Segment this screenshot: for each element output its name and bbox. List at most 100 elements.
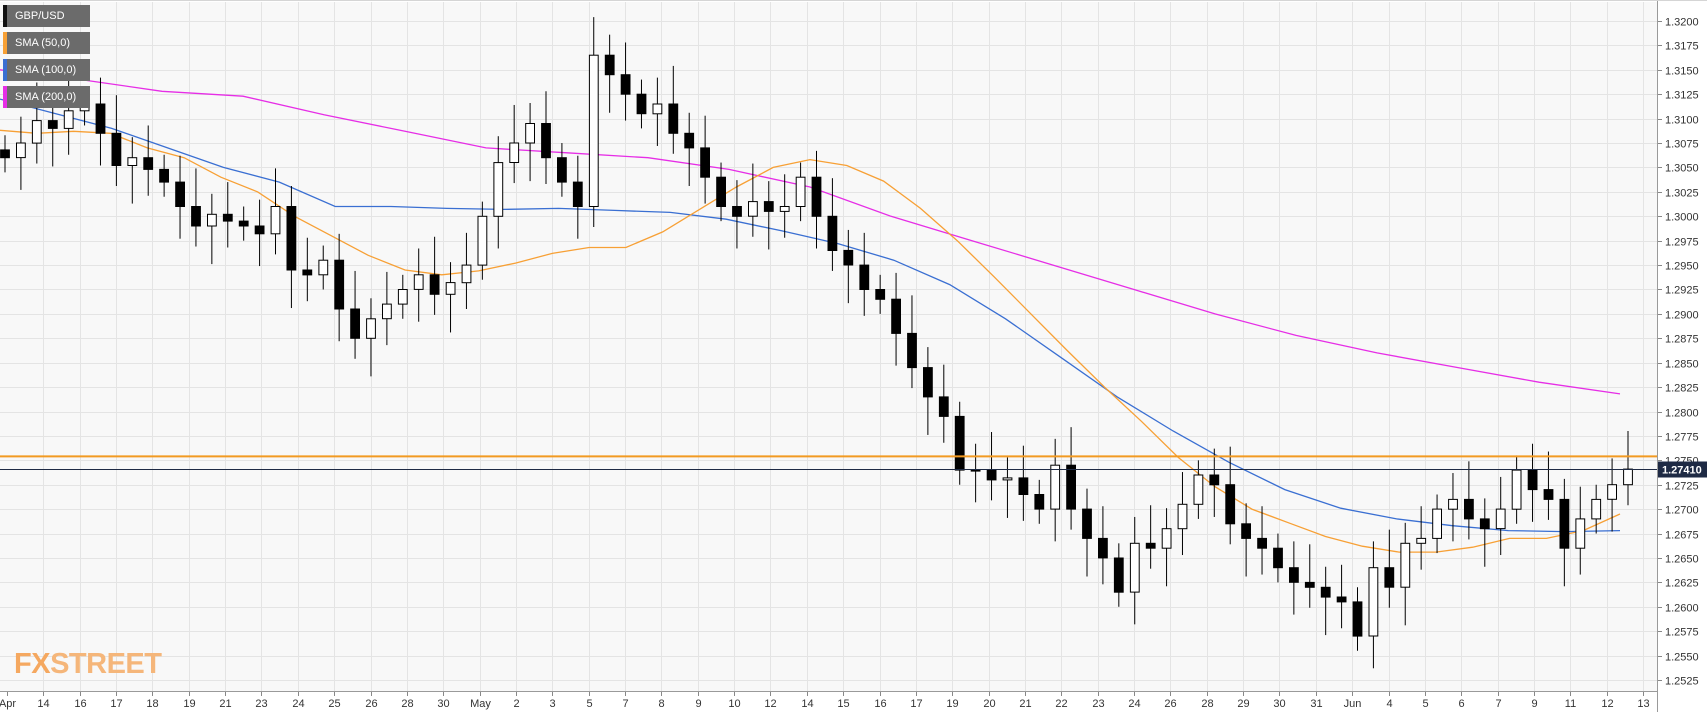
candle [1543, 451, 1554, 520]
legend-item-sma200[interactable]: SMA (200,0) [3, 86, 91, 108]
candle-body-up [493, 162, 504, 217]
legend-item-gbpusd[interactable]: GBP/USD [3, 5, 91, 27]
candle [1034, 479, 1045, 524]
candle [668, 65, 679, 154]
legend-item-sma100[interactable]: SMA (100,0) [3, 59, 91, 81]
candle-body-down [159, 168, 169, 183]
candle [938, 364, 949, 443]
candle [779, 174, 790, 238]
candle [1273, 533, 1283, 583]
candle-body-down [604, 54, 615, 76]
candle [1177, 472, 1188, 556]
candle [986, 432, 997, 501]
candle [445, 262, 456, 333]
candle [1209, 448, 1220, 517]
x-tick-label: Jun [1344, 698, 1362, 710]
candle [1320, 566, 1331, 636]
x-tick-label: 13 [1637, 698, 1649, 710]
candle [1129, 516, 1140, 625]
candle [763, 181, 774, 250]
x-tick-label: 5 [1422, 698, 1428, 710]
sma-50-line [0, 129, 1621, 553]
candle [970, 443, 981, 503]
candle-body-up [1432, 508, 1442, 539]
candle-body-down [636, 93, 647, 115]
candle-body-up [1623, 468, 1633, 486]
candle-body-up [1607, 484, 1617, 500]
candle [1479, 498, 1490, 567]
x-tick-label: 24 [292, 698, 304, 710]
candle [16, 116, 26, 190]
y-tick-label: 1.3100 [1665, 115, 1699, 127]
candle-body-down [1559, 498, 1570, 549]
legend-swatch-sma100 [3, 59, 7, 81]
candle [238, 206, 249, 241]
y-tick-label: 1.2675 [1665, 530, 1699, 542]
x-tick-label: 12 [1601, 698, 1613, 710]
candle-body-down [238, 220, 249, 227]
y-tick-label: 1.2975 [1665, 237, 1699, 249]
grid-lines [0, 2, 1657, 691]
candle [1432, 494, 1442, 554]
logo-street-text: STREET [50, 648, 162, 680]
x-tick-label: 14 [801, 698, 813, 710]
x-tick-label: 28 [401, 698, 413, 710]
candle-body-down [700, 147, 711, 178]
candle-body-up [970, 469, 981, 472]
candle-body-down [938, 396, 949, 417]
candle-body-down [175, 181, 185, 208]
legend-label-sma100: SMA (100,0) [15, 64, 77, 76]
candle-body-down [1527, 469, 1538, 491]
candle [382, 271, 392, 346]
candle-body-down [716, 176, 727, 207]
fxstreet-logo: FXSTREET [14, 648, 162, 681]
candle-body-down [1289, 567, 1299, 583]
candle [1257, 506, 1267, 575]
candle-body-up [366, 318, 376, 339]
candle [477, 201, 488, 280]
x-tick-label: 16 [74, 698, 86, 710]
candle-body-down [1320, 586, 1331, 598]
y-axis-tick-labels: 1.2525 1.2550 1.2575 1.2600 1.2625 1.2650 1.26… [1657, 17, 1699, 688]
y-tick-label: 1.2825 [1665, 383, 1699, 395]
candle [1511, 455, 1522, 524]
candle [1575, 486, 1586, 575]
y-tick-label: 1.2775 [1665, 432, 1699, 444]
candle [1416, 506, 1427, 570]
candle [413, 248, 424, 322]
x-tick-label: 16 [874, 698, 886, 710]
candle-body-down [557, 157, 567, 183]
sma-200-line [0, 69, 1621, 395]
candle-body-up [1193, 474, 1204, 505]
candle [652, 77, 663, 146]
candle [1002, 457, 1013, 518]
candle-body-down [1018, 477, 1029, 495]
x-tick-label: 2 [513, 698, 519, 710]
y-tick-label: 1.2550 [1665, 652, 1699, 664]
candle-body-down [47, 120, 58, 129]
candle-body-down [1066, 464, 1076, 510]
candle [748, 163, 758, 237]
candle-body-down [0, 149, 10, 159]
candle-body-up [397, 289, 408, 305]
x-tick-label: 28 [1201, 698, 1213, 710]
candle [95, 77, 106, 166]
x-tick-label: 26 [1164, 698, 1176, 710]
candle-body-up [1050, 464, 1061, 510]
candle-body-down [763, 201, 774, 212]
x-tick-label: 21 [1019, 698, 1031, 710]
current-price-badge [1658, 461, 1707, 478]
candle [286, 185, 297, 309]
legend-item-sma50[interactable]: SMA (50,0) [3, 32, 91, 54]
candle-body-up [1575, 518, 1586, 549]
candle-body-up [1416, 537, 1427, 544]
candle-body-up [1161, 528, 1172, 549]
x-tick-label: 17 [110, 698, 122, 710]
candle [429, 236, 440, 315]
candle [859, 232, 870, 316]
x-tick-label: 12 [764, 698, 776, 710]
y-tick-label: 1.2800 [1665, 408, 1699, 420]
x-tick-label: 18 [146, 698, 158, 710]
x-tick-label: 29 [1237, 698, 1249, 710]
